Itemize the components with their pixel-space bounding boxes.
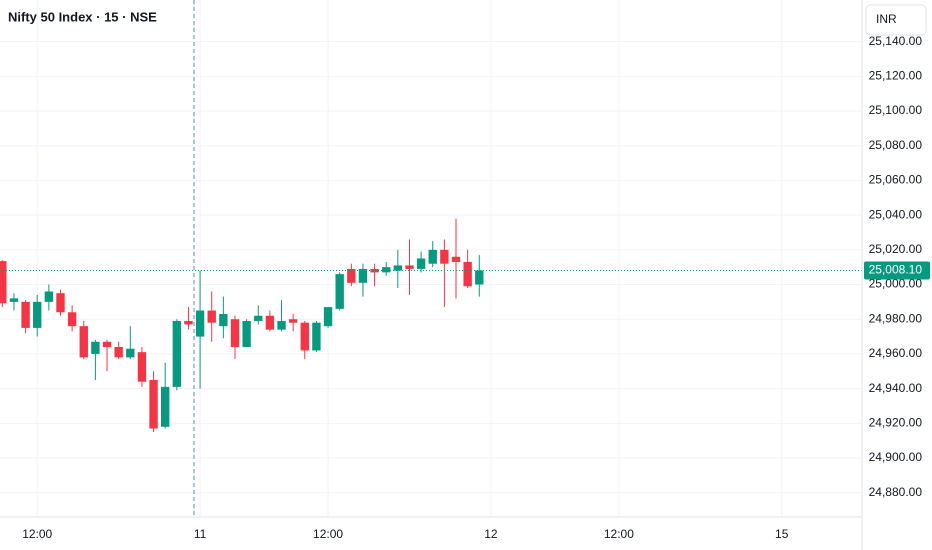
currency-label[interactable]: INR: [876, 12, 897, 26]
last-price-tag: [864, 261, 930, 280]
candle-body: [126, 348, 135, 358]
candle-body: [0, 261, 7, 304]
candle-body: [160, 386, 170, 427]
candle-body: [33, 301, 42, 328]
candle-body: [370, 268, 379, 273]
y-tick-label: 25,020.00: [869, 242, 923, 256]
candle-body: [56, 293, 65, 313]
candle-body: [335, 274, 344, 309]
candle-body: [149, 379, 158, 429]
last-price-label: 25,008.10: [869, 263, 923, 277]
y-tick-label: 24,920.00: [869, 415, 923, 429]
candle-body: [312, 322, 321, 351]
candle-body: [184, 320, 193, 325]
candle-body: [416, 258, 426, 269]
candle-body: [102, 341, 112, 347]
y-tick-label: 24,980.00: [869, 311, 923, 325]
candle-body: [277, 320, 286, 330]
candle-body: [323, 307, 333, 327]
candle-body: [300, 322, 309, 351]
candle-body: [67, 312, 77, 327]
candle-body: [451, 256, 461, 262]
x-tick-label: 12:00: [22, 527, 52, 541]
candle-body: [475, 270, 484, 285]
grid: [0, 0, 862, 517]
candle-body: [230, 319, 240, 347]
x-tick-label: 12:00: [313, 527, 343, 541]
candle-body: [463, 261, 472, 287]
chart-title: Nifty 50 Index · 15 · NSE: [8, 9, 157, 24]
y-tick-label: 24,940.00: [869, 381, 923, 395]
candle-body: [405, 265, 414, 269]
candle-body: [382, 267, 391, 273]
candle-body: [242, 320, 251, 347]
candle-body: [79, 326, 88, 358]
y-tick-label: 25,140.00: [869, 34, 923, 48]
candle-body: [114, 346, 123, 358]
candles: [0, 218, 862, 432]
y-tick-label: 24,960.00: [869, 346, 923, 360]
y-tick-label: 24,900.00: [869, 450, 923, 464]
axes: 24,880.00 24,900.00 24,920.00 24,940.00 24,9…: [22, 34, 930, 541]
y-tick-label: 25,120.00: [869, 69, 923, 83]
y-tick-label: 25,100.00: [869, 103, 923, 117]
candle-body: [265, 315, 275, 330]
y-tick-label: 24,880.00: [869, 485, 923, 499]
currency-button[interactable]: [865, 4, 927, 36]
x-tick-label: 12: [484, 527, 498, 541]
candle-body: [219, 314, 228, 327]
candle-body: [207, 310, 216, 323]
x-tick-label: 12:00: [604, 527, 634, 541]
candle-body: [91, 341, 100, 354]
candle-body: [428, 249, 437, 264]
candle-body: [172, 320, 182, 387]
y-tick-label: 25,060.00: [869, 173, 923, 187]
y-tick-label: 25,000.00: [869, 277, 923, 291]
y-tick-label: 25,080.00: [869, 138, 923, 152]
candle-body: [347, 268, 356, 283]
candle-body: [254, 315, 263, 321]
candle-body: [9, 298, 19, 302]
candle-body: [21, 301, 30, 328]
candle-body: [44, 291, 54, 302]
candle-body: [393, 265, 403, 271]
candle-body: [288, 319, 298, 323]
x-tick-label: 11: [194, 527, 207, 541]
candle-body: [440, 249, 449, 264]
x-tick-label: 15: [775, 527, 789, 541]
candle-body: [358, 268, 368, 283]
candle-body: [195, 310, 205, 337]
y-tick-label: 25,040.00: [869, 207, 923, 221]
candle-body: [137, 352, 147, 382]
